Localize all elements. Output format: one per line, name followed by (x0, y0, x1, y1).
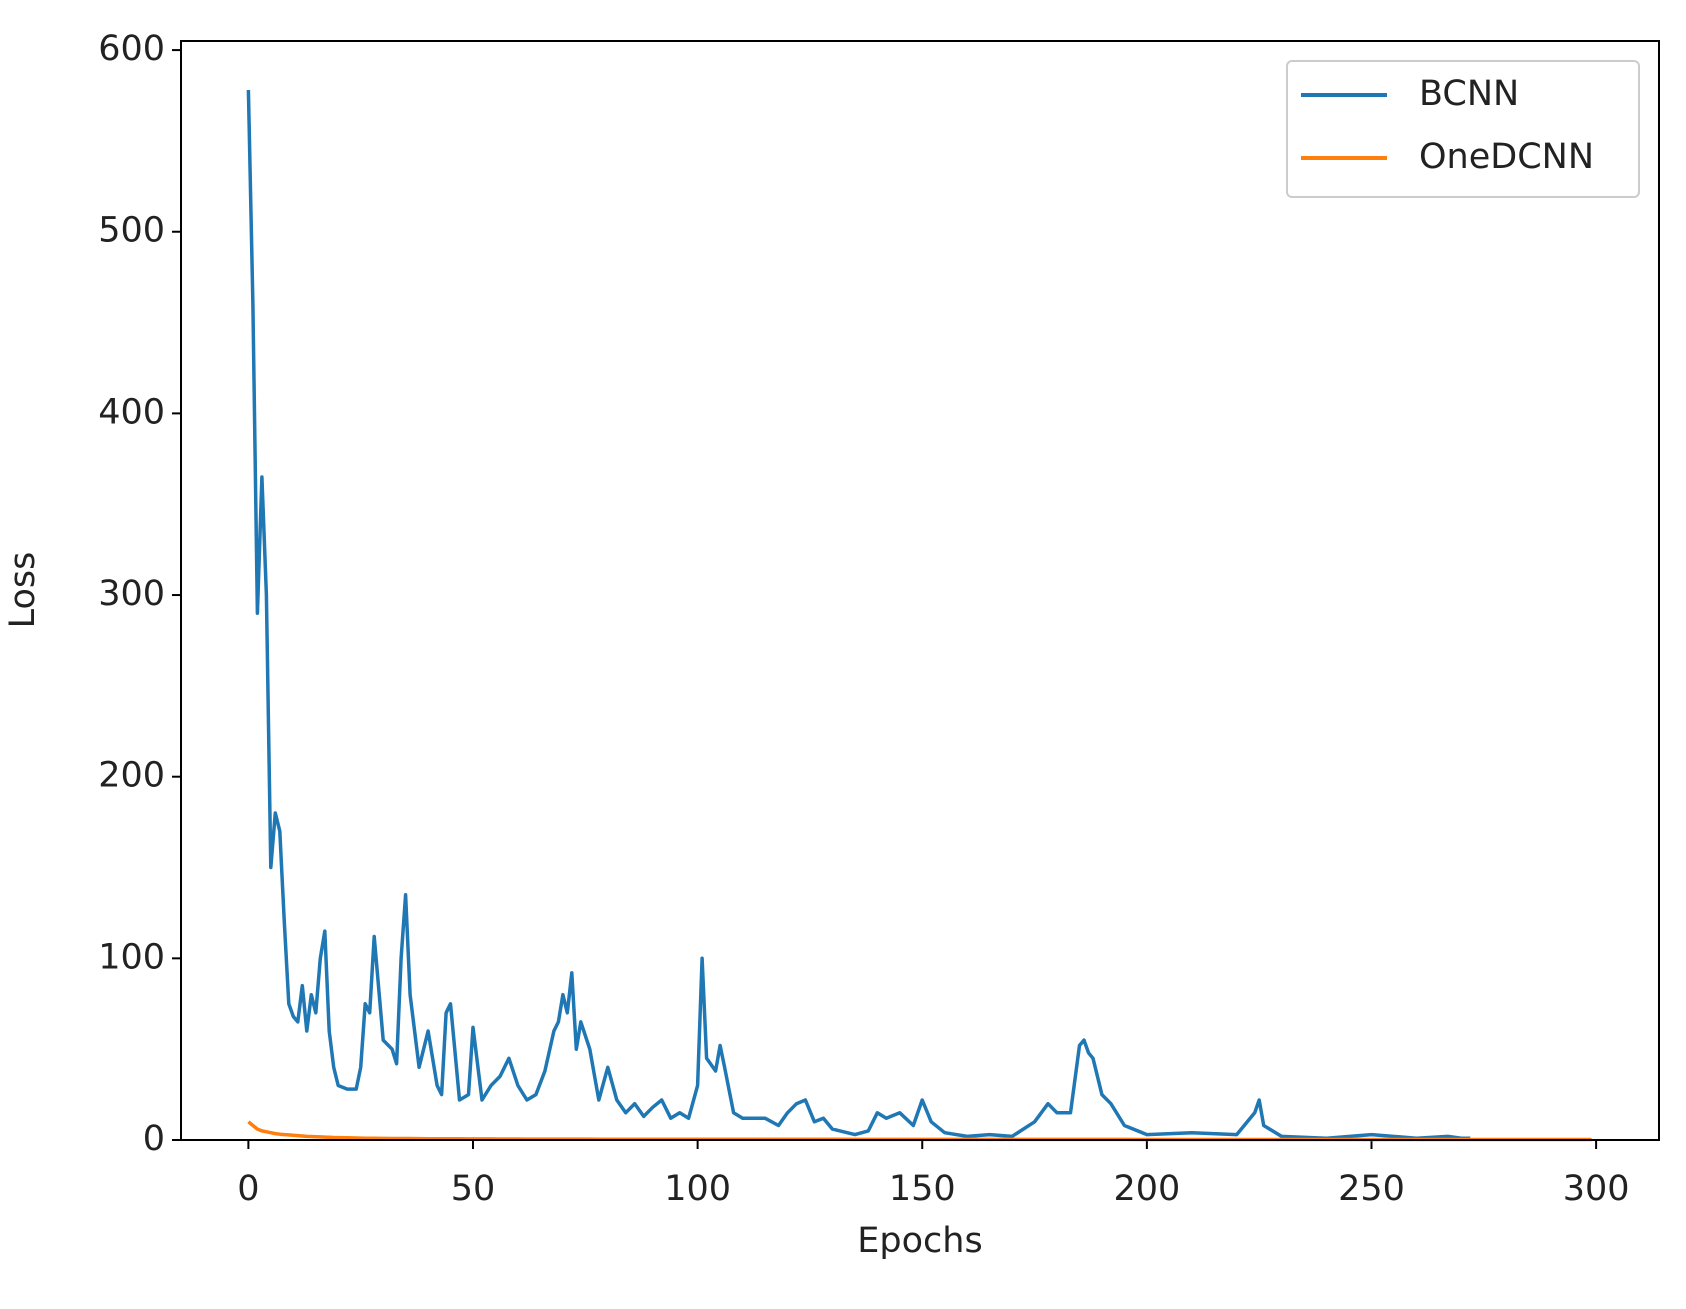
x-tick-label: 150 (889, 1169, 956, 1209)
x-axis-label: Epochs (857, 1221, 982, 1261)
legend-label: OneDCNN (1419, 137, 1594, 177)
x-tick-label: 200 (1113, 1169, 1180, 1209)
y-tick-label: 600 (98, 29, 165, 69)
x-tick-label: 300 (1563, 1169, 1630, 1209)
x-tick-label: 250 (1338, 1169, 1405, 1209)
y-tick-label: 0 (143, 1119, 165, 1159)
legend-label: BCNN (1419, 74, 1519, 114)
y-tick-label: 300 (98, 574, 165, 614)
plot-frame (180, 40, 1660, 1141)
x-tick-label: 100 (664, 1169, 731, 1209)
x-tick-label: 0 (237, 1169, 259, 1209)
y-tick-label: 100 (98, 937, 165, 977)
y-tick-label: 200 (98, 756, 165, 796)
series-line (246, 89, 1471, 1140)
y-tick-label: 400 (98, 392, 165, 432)
y-axis-label: Loss (3, 552, 43, 629)
x-tick-label: 50 (451, 1169, 496, 1209)
y-tick-label: 500 (98, 211, 165, 251)
